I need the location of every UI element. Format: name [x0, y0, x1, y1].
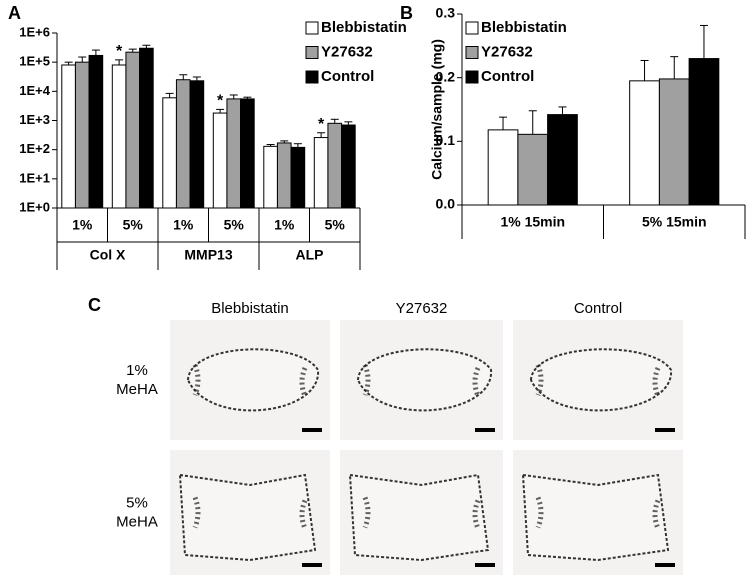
bar	[327, 122, 343, 209]
y-tick-label: 0.0	[436, 196, 456, 212]
legend-label: Control	[321, 68, 374, 85]
bar	[226, 98, 242, 209]
y-tick-label: 0.2	[436, 68, 456, 84]
y-tick-label: 0.1	[436, 132, 456, 148]
x-tick-label: 1% 15min	[500, 214, 565, 230]
y-tick-label: 1E+4	[19, 83, 50, 98]
tissue-outline	[356, 348, 493, 412]
group-label: MMP13	[184, 247, 232, 263]
y-tick-label: 0.3	[436, 5, 456, 21]
group-label: ALP	[296, 247, 324, 263]
bar	[74, 61, 90, 209]
scale-bar	[655, 428, 675, 432]
legend-swatch	[305, 21, 319, 35]
bar	[341, 124, 356, 209]
y-tick-label: 1E+6	[19, 24, 50, 39]
tissue-outline	[521, 473, 670, 562]
bar	[189, 80, 205, 209]
bar	[313, 137, 329, 209]
bar	[658, 78, 690, 206]
bar	[212, 112, 228, 209]
y-tick-label: 1E+3	[19, 112, 50, 127]
panel-label: C	[88, 295, 101, 315]
y-tick-label: 1E+0	[19, 199, 50, 214]
row-label: 1%	[126, 362, 148, 379]
column-header: Y27632	[396, 300, 448, 317]
scale-bar	[475, 563, 495, 567]
y-axis-label: Calcium/sample (mg)	[429, 39, 445, 180]
legend-label: Blebbistatin	[321, 19, 407, 36]
row-label: 5%	[126, 494, 148, 511]
bar	[88, 54, 104, 209]
bar	[111, 64, 127, 209]
tissue-outline	[348, 473, 490, 562]
column-header: Control	[574, 300, 622, 317]
legend-label: Control	[481, 68, 534, 85]
legend-swatch	[465, 70, 479, 84]
significance-marker: *	[116, 43, 123, 60]
scale-bar	[475, 428, 495, 432]
x-tick-label: 5% 15min	[642, 214, 707, 230]
tissue-stain	[362, 364, 481, 397]
panel-label: A	[8, 3, 21, 23]
bar	[162, 97, 177, 209]
x-tick-label: 5%	[325, 217, 346, 233]
y-tick-label: 1E+2	[19, 141, 50, 156]
panel-label: B	[400, 3, 413, 23]
legend-label: Y27632	[321, 43, 373, 60]
tissue-stain	[192, 364, 308, 397]
group-label: Col X	[90, 247, 126, 263]
x-tick-label: 1%	[274, 217, 295, 233]
scale-bar	[302, 563, 322, 567]
bar	[276, 142, 292, 209]
tissue-stain	[192, 496, 308, 530]
significance-marker: *	[217, 93, 224, 110]
x-tick-label: 5%	[123, 217, 144, 233]
bar	[240, 98, 255, 209]
scale-bar	[655, 563, 675, 567]
tissue-stain	[535, 364, 661, 397]
bar	[175, 79, 191, 209]
tissue-stain	[362, 496, 481, 530]
tissue-outline	[529, 348, 673, 412]
bar	[139, 47, 154, 209]
legend-swatch	[465, 21, 479, 35]
tissue-outline	[186, 348, 320, 412]
bar	[290, 146, 306, 209]
column-header: Blebbistatin	[211, 300, 289, 317]
bar	[61, 64, 76, 209]
bar	[263, 145, 278, 209]
legend-label: Blebbistatin	[481, 19, 567, 36]
y-tick-label: 1E+1	[19, 170, 50, 185]
scale-bar	[302, 428, 322, 432]
bar	[629, 80, 660, 206]
bar	[487, 129, 519, 206]
bar	[688, 58, 720, 206]
y-tick-label: 1E+5	[19, 54, 50, 69]
legend-label: Y27632	[481, 43, 533, 60]
x-tick-label: 1%	[72, 217, 93, 233]
legend-swatch	[305, 46, 319, 59]
row-label: MeHA	[116, 513, 158, 530]
legend-swatch	[465, 46, 479, 59]
x-tick-label: 5%	[224, 217, 245, 233]
bar	[125, 51, 141, 209]
x-tick-label: 1%	[173, 217, 194, 233]
tissue-stain	[535, 496, 661, 530]
bar	[517, 133, 549, 206]
legend-swatch	[305, 70, 319, 84]
tissue-outline	[178, 473, 317, 562]
bar	[547, 114, 578, 206]
row-label: MeHA	[116, 381, 158, 398]
significance-marker: *	[318, 116, 325, 133]
